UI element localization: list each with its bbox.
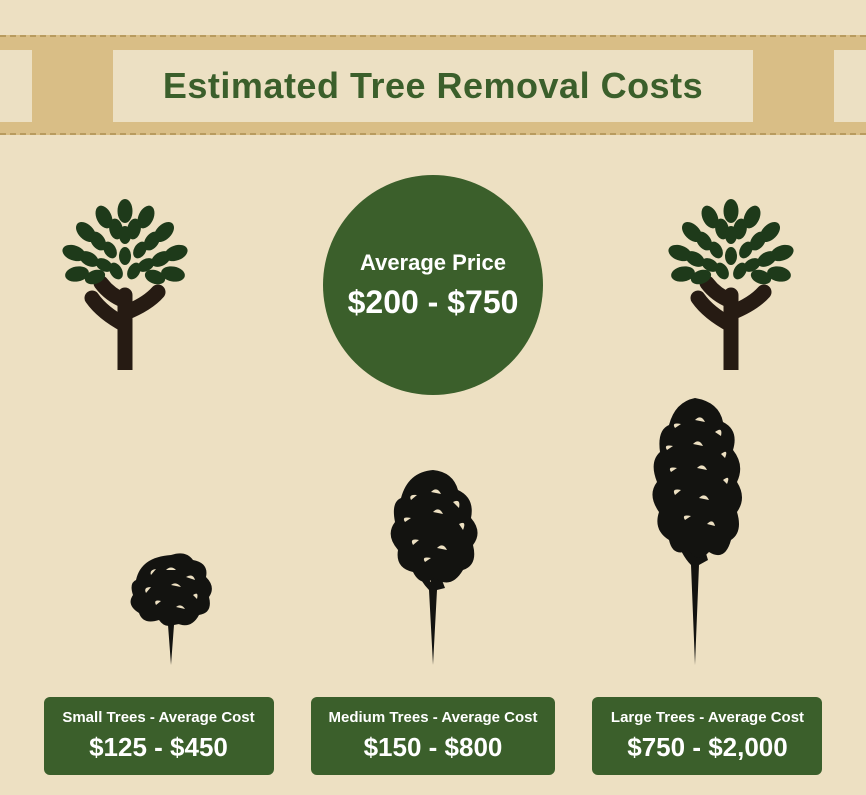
average-value: $200 - $750 [348,284,519,321]
cost-label: Small Trees - Average Cost [62,709,256,726]
average-price-circle: Average Price $200 - $750 [323,175,543,395]
cost-card-medium: Medium Trees - Average Cost $150 - $800 [311,697,556,775]
cost-card-small: Small Trees - Average Cost $125 - $450 [44,697,274,775]
cost-label: Medium Trees - Average Cost [329,709,538,726]
title-panel: Estimated Tree Removal Costs [113,50,753,122]
page-title: Estimated Tree Removal Costs [163,65,703,107]
band-tab-right [834,50,866,122]
cost-value: $150 - $800 [329,732,538,763]
cost-card-large: Large Trees - Average Cost $750 - $2,000 [592,697,822,775]
medium-tree-icon [383,450,483,665]
large-tree-icon [645,390,745,665]
average-label: Average Price [360,250,506,276]
decorative-tree-icon [50,190,200,370]
cost-row: Small Trees - Average Cost $125 - $450 M… [0,697,866,775]
band-tab-left [0,50,32,122]
cost-label: Large Trees - Average Cost [610,709,804,726]
cost-value: $125 - $450 [62,732,256,763]
cost-value: $750 - $2,000 [610,732,804,763]
decorative-tree-icon [656,190,806,370]
small-tree-icon [121,515,221,665]
silhouette-row [0,390,866,665]
